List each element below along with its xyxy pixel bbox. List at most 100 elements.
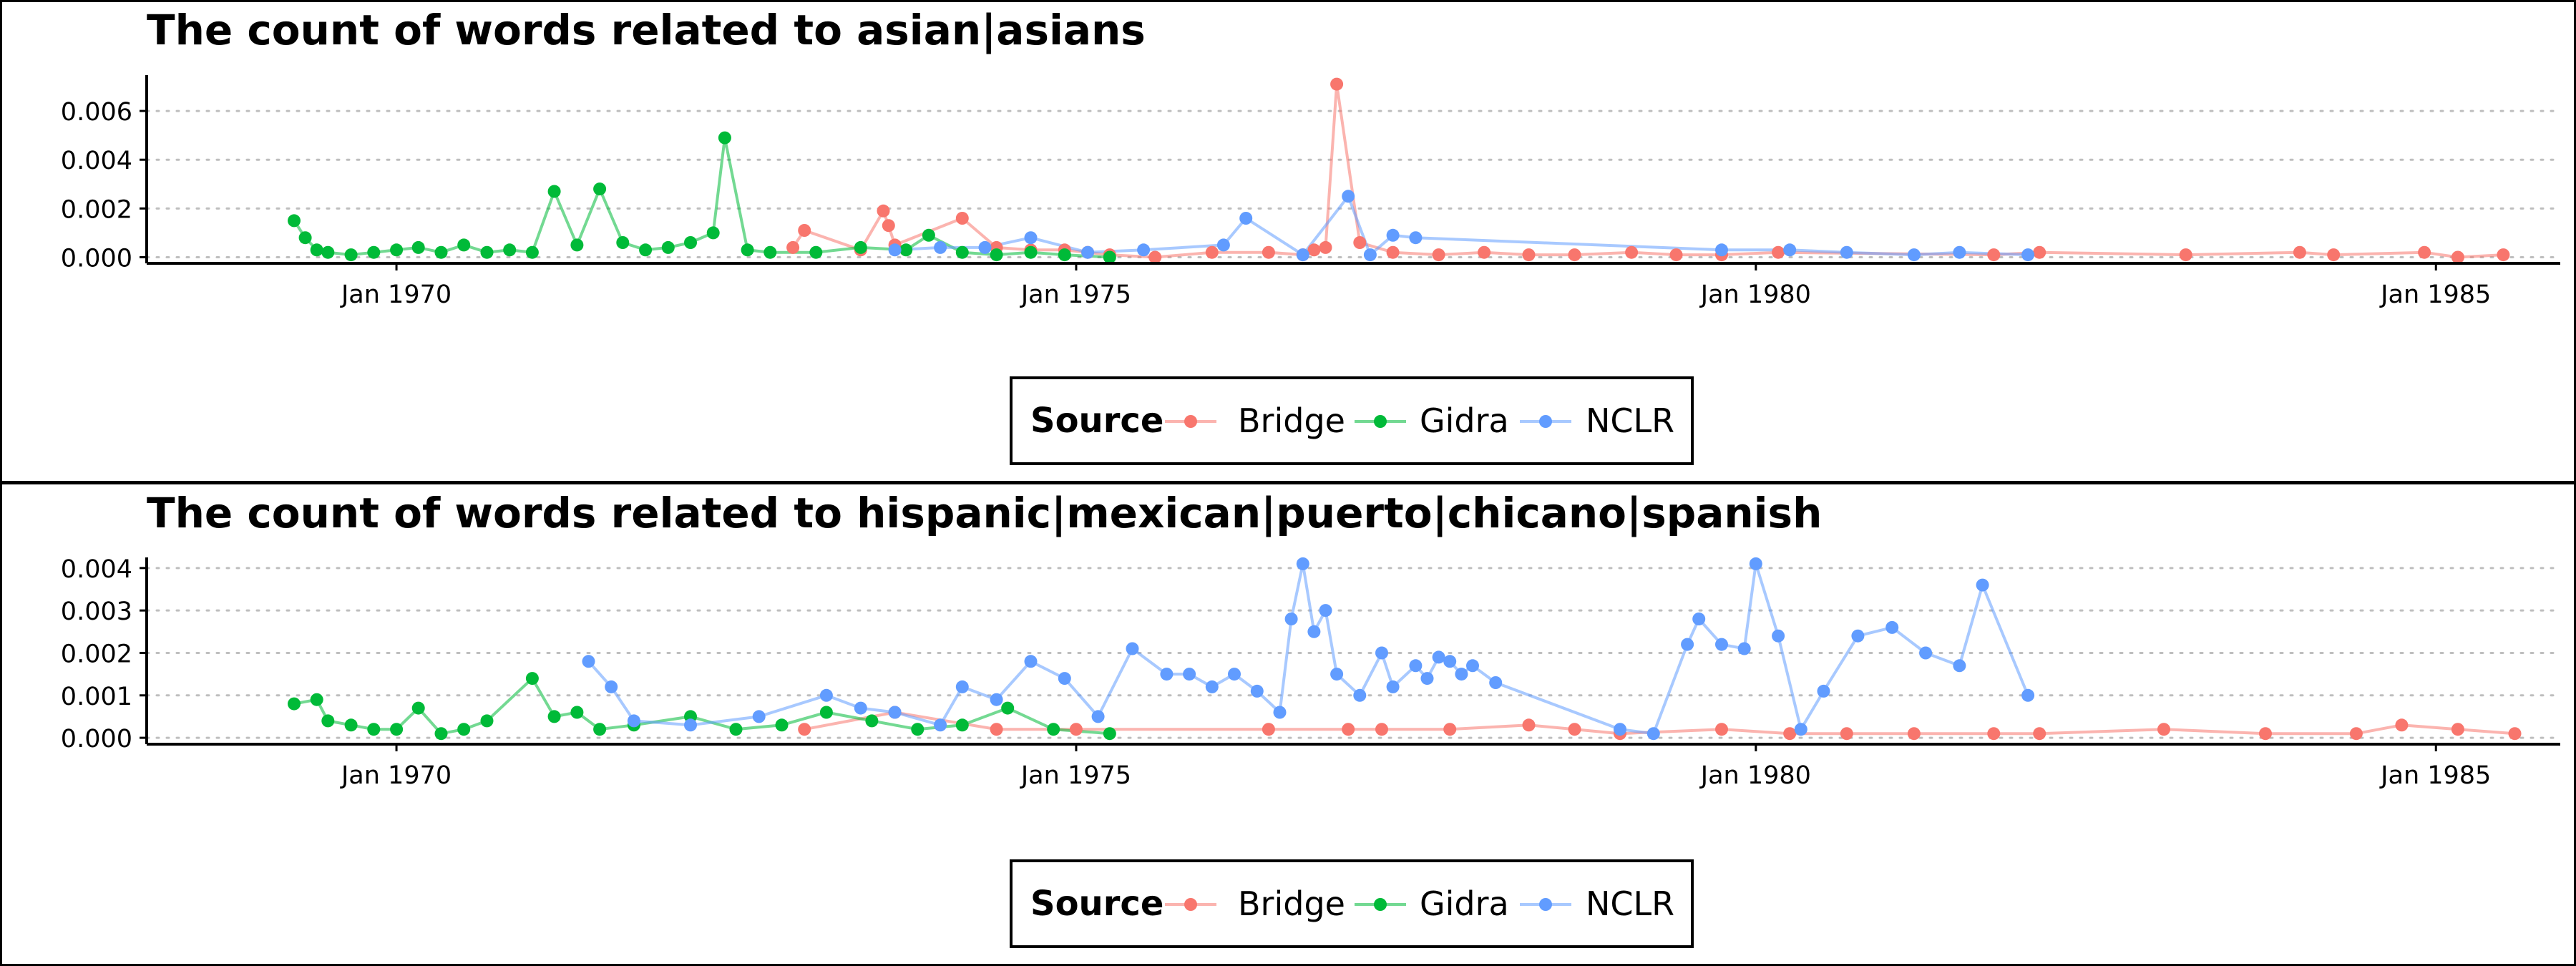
data-point-nclr — [582, 655, 595, 668]
data-point-bridge — [1262, 245, 1275, 259]
legend-label-gidra: Gidra — [1420, 401, 1509, 440]
data-point-nclr — [2021, 688, 2035, 702]
x-tick-label: Jan 1985 — [2379, 280, 2491, 309]
data-point-bridge — [1432, 248, 1445, 262]
data-point-nclr — [1386, 680, 1400, 693]
data-point-bridge — [1375, 723, 1388, 736]
legend-key-nclr — [1539, 898, 1552, 911]
data-point-nclr — [1953, 659, 1966, 673]
data-point-nclr — [1296, 248, 1309, 262]
x-tick-label: Jan 1985 — [2379, 761, 2491, 790]
data-point-bridge — [1307, 243, 1321, 257]
data-point-nclr — [1250, 684, 1264, 698]
data-point-gidra — [344, 248, 358, 262]
data-point-nclr — [1885, 620, 1899, 634]
data-point-gidra — [434, 245, 448, 259]
data-point-nclr — [1058, 672, 1071, 686]
data-point-nclr — [1646, 727, 1660, 741]
data-point-gidra — [525, 672, 539, 686]
data-point-gidra — [457, 238, 471, 252]
data-point-nclr — [1681, 638, 1694, 651]
data-point-gidra — [955, 245, 969, 259]
data-point-nclr — [888, 243, 902, 257]
data-point-gidra — [911, 723, 924, 736]
data-point-nclr — [1353, 688, 1367, 702]
data-point-bridge — [2451, 250, 2464, 264]
data-point-gidra — [718, 131, 731, 145]
data-point-bridge — [1069, 723, 1083, 736]
data-point-bridge — [1319, 240, 1332, 254]
data-point-nclr — [1772, 629, 1785, 643]
data-point-bridge — [2293, 245, 2306, 259]
data-point-gidra — [411, 240, 425, 254]
data-point-nclr — [1216, 238, 1230, 252]
data-point-gidra — [570, 706, 584, 719]
data-point-bridge — [1715, 723, 1728, 736]
data-point-gidra — [480, 714, 494, 728]
data-point-bridge — [1353, 236, 1367, 249]
y-tick-label: 0.002 — [61, 195, 132, 224]
data-point-bridge — [1205, 245, 1219, 259]
data-point-gidra — [1103, 250, 1116, 264]
y-tick-label: 0.000 — [61, 244, 132, 273]
data-point-bridge — [1522, 718, 1536, 732]
data-point-gidra — [809, 245, 823, 259]
panel-border — [0, 0, 2576, 483]
legend-item-gidra: Gidra — [1355, 884, 1509, 923]
data-point-nclr — [1228, 668, 1241, 681]
chart-panel-asian: The count of words related to asian|asia… — [0, 0, 2576, 483]
data-point-bridge — [1625, 245, 1639, 259]
data-point-bridge — [1443, 723, 1457, 736]
data-point-nclr — [627, 714, 640, 728]
data-point-bridge — [955, 212, 969, 225]
data-point-gidra — [661, 240, 675, 254]
legend-label-gidra: Gidra — [1420, 884, 1509, 923]
data-point-gidra — [288, 697, 301, 711]
data-point-nclr — [1919, 646, 1933, 660]
data-point-bridge — [1669, 248, 1683, 262]
data-point-gidra — [411, 701, 425, 715]
data-point-bridge — [2508, 727, 2522, 741]
data-point-nclr — [854, 701, 867, 715]
legend: Source Bridge Gidra NCLR — [1010, 859, 1694, 948]
legend-key-gidra — [1374, 415, 1387, 428]
data-point-gidra — [706, 226, 720, 240]
data-point-gidra — [298, 231, 312, 245]
legend-item-nclr: NCLR — [1520, 401, 1674, 440]
data-point-gidra — [955, 718, 969, 732]
data-point-bridge — [1987, 248, 2001, 262]
data-point-gidra — [741, 243, 754, 257]
legend-key-bridge — [1184, 898, 1197, 911]
data-point-gidra — [310, 693, 323, 706]
data-point-gidra — [367, 723, 381, 736]
data-point-bridge — [1568, 723, 1581, 736]
series-line-nclr — [587, 562, 2029, 736]
data-point-bridge — [2179, 248, 2192, 262]
data-point-bridge — [1342, 723, 1355, 736]
data-point-nclr — [978, 240, 992, 254]
data-point-gidra — [503, 243, 517, 257]
data-point-nclr — [1409, 231, 1423, 245]
data-point-nclr — [1715, 638, 1728, 651]
data-point-bridge — [798, 224, 811, 237]
legend-key-gidra — [1374, 898, 1387, 911]
data-point-bridge — [877, 204, 890, 218]
data-point-gidra — [1103, 727, 1116, 741]
data-point-bridge — [2451, 723, 2464, 736]
data-point-nclr — [934, 718, 947, 732]
y-tick-label: 0.000 — [61, 725, 132, 753]
data-point-bridge — [1386, 245, 1400, 259]
data-point-gidra — [1001, 701, 1015, 715]
data-point-gidra — [922, 228, 935, 242]
legend-label-bridge: Bridge — [1238, 884, 1345, 923]
data-point-nclr — [1160, 668, 1174, 681]
data-point-gidra — [321, 245, 335, 259]
data-point-gidra — [593, 723, 607, 736]
legend-label-nclr: NCLR — [1586, 884, 1674, 923]
legend-item-nclr: NCLR — [1520, 884, 1674, 923]
data-point-nclr — [1205, 680, 1219, 693]
data-point-nclr — [1443, 655, 1457, 668]
data-point-gidra — [288, 214, 301, 228]
legend-item-gidra: Gidra — [1355, 401, 1509, 440]
data-point-nclr — [1715, 243, 1728, 257]
